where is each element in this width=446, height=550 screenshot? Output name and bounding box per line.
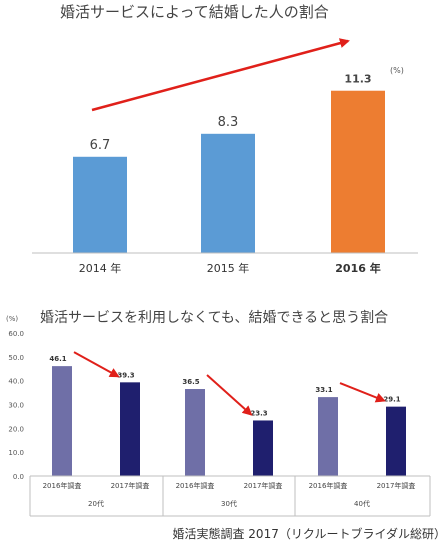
chart2-group-label-2: 40代 (354, 499, 370, 508)
chart2-unit: (%) (6, 315, 18, 323)
chart2-bar-0-1 (120, 382, 140, 476)
chart1-category-label-2: 2016 年 (335, 261, 380, 275)
chart1-bar-1 (201, 133, 255, 253)
chart1-bar-0 (73, 156, 127, 253)
chart1-unit: (%) (390, 66, 404, 75)
chart2-bar-2-0 (318, 397, 338, 476)
chart1-value-label-2: 11.3 (344, 73, 371, 86)
chart1-title: 婚活サービスによって結婚した人の割合 (60, 3, 329, 21)
chart2-bar-0-0 (52, 366, 72, 476)
chart2-ytick-6: 60.0 (8, 330, 24, 338)
chart2-ytick-0: 0.0 (13, 473, 24, 481)
chart2-bar-label-0-1: 2017年調査 (111, 481, 150, 490)
chart1-value-label-0: 6.7 (90, 138, 111, 153)
source-note: 婚活実態調査 2017（リクルートブライダル総研） (172, 526, 446, 541)
chart2-value-label-1-1: 23.3 (250, 409, 267, 417)
chart2-arrow-0 (73, 351, 120, 378)
chart1-category-label-1: 2015 年 (207, 261, 250, 275)
chart2-arrow-1 (206, 374, 253, 416)
chart2-bar-label-1-1: 2017年調査 (244, 481, 283, 490)
chart2-title: 婚活サービスを利用しなくても、結婚できると思う割合 (40, 309, 388, 326)
chart2-group-label-0: 20代 (88, 499, 104, 508)
chart2-value-label-1-0: 36.5 (182, 378, 199, 386)
chart2-ytick-2: 20.0 (8, 425, 24, 433)
chart2-ytick-5: 50.0 (8, 354, 24, 362)
chart2-bar-2-1 (386, 406, 406, 476)
chart2-value-label-2-0: 33.1 (315, 386, 332, 394)
chart2-ytick-1: 10.0 (8, 449, 24, 457)
chart2-group-label-1: 30代 (221, 499, 237, 508)
chart2-ytick-3: 30.0 (8, 402, 24, 410)
chart2-arrow-2 (339, 382, 386, 403)
chart1-category-label-0: 2014 年 (79, 261, 122, 275)
chart1-value-label-1: 8.3 (218, 115, 239, 130)
chart2-bar-label-2-1: 2017年調査 (377, 481, 416, 490)
chart1-bar-2 (331, 90, 385, 253)
chart2-value-label-0-0: 46.1 (49, 355, 66, 363)
chart2-bar-label-0-0: 2016年調査 (43, 481, 82, 490)
chart2-ytick-4: 40.0 (8, 378, 24, 386)
chart2-bar-1-1 (253, 420, 273, 476)
chart2-bar-label-2-0: 2016年調査 (309, 481, 348, 490)
chart2-bar-1-0 (185, 389, 205, 476)
chart2-bar-label-1-0: 2016年調査 (176, 481, 215, 490)
chart1-trend-arrow (91, 38, 350, 112)
chart2-value-label-0-1: 39.3 (117, 371, 134, 379)
chart2-value-label-2-1: 29.1 (383, 396, 400, 404)
